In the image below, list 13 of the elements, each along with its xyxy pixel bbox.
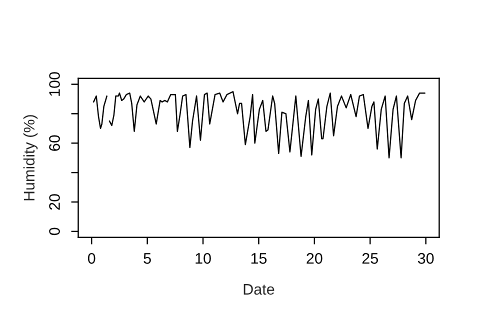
y-tick-label: 0	[49, 228, 60, 236]
x-tick-label: 0	[88, 252, 96, 264]
x-tick-label: 15	[251, 253, 267, 264]
x-axis-title: Date	[244, 284, 274, 295]
y-tick-label: 60	[49, 135, 60, 151]
x-tick-label: 30	[418, 252, 434, 264]
x-tick-label: 25	[362, 252, 378, 264]
y-tick-label: 100	[49, 72, 60, 96]
y-axis-title: Humidity (%)	[23, 115, 38, 200]
x-tick-label: 10	[196, 252, 211, 264]
y-tick-label: 20	[49, 194, 60, 210]
x-tick-label: 5	[144, 253, 151, 264]
x-tick-label: 20	[306, 252, 322, 264]
